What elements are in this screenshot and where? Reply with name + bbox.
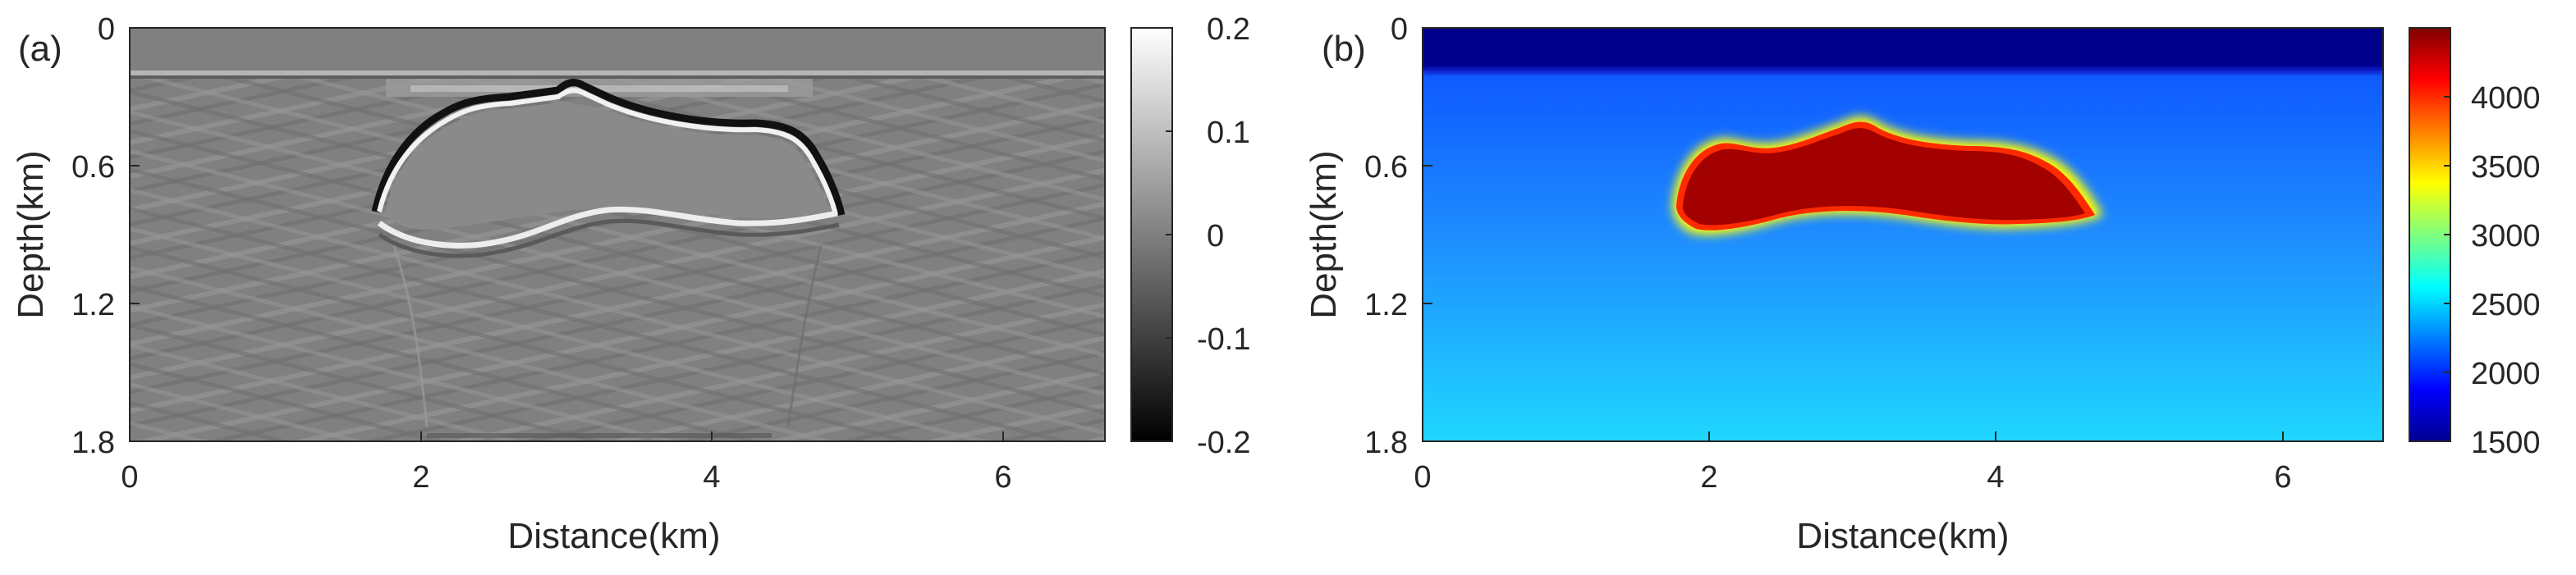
panel-b-colorbar: 4000 3500 3000 2500 2000 1500: [2409, 27, 2541, 460]
panel-b-xtick-label: 6: [2274, 460, 2291, 495]
panel-a-colorbar-tick-label: -0.1: [1197, 322, 1250, 357]
panel-b-colorbar-tick-label: 3500: [2471, 150, 2541, 185]
panel-b-colorbar-tick-label: 1500: [2471, 426, 2541, 460]
salt-body: [1672, 116, 2103, 235]
panel-a-ytick-label: 0: [98, 12, 115, 47]
panel-a-colorbar-tick-label: 0.1: [1207, 116, 1250, 150]
panel-a-colorbar-tick-label: 0.2: [1207, 12, 1250, 47]
panel-b-colorbar-tick-label: 4000: [2471, 81, 2541, 116]
panel-b-ylabel: Depth(km): [1304, 150, 1344, 318]
panel-b-colorbar-tick-label: 3000: [2471, 219, 2541, 253]
panel-b-xtick-label: 2: [1700, 460, 1717, 495]
panel-a: 0 2 4 6 0 0.6 1.2 1.8 Distance(km) Depth…: [11, 12, 1250, 556]
panel-b-xtick-label: 0: [1414, 460, 1431, 495]
panel-a-label: (a): [18, 29, 62, 69]
panel-b-xlabel: Distance(km): [1796, 516, 2009, 556]
panel-b-ticks: [1422, 27, 2284, 442]
panel-a-xtick-label: 4: [703, 460, 720, 495]
salt-bottom-reflector: [377, 206, 838, 249]
panel-a-ytick-label: 1.8: [71, 426, 115, 460]
panel-a-colorbar-tick-label: -0.2: [1197, 426, 1250, 460]
panel-b-colorbar-tick-label: 2000: [2471, 357, 2541, 391]
panel-b-plot-frame: [1422, 27, 2384, 442]
panel-a-colorbar-tick-label: 0: [1207, 219, 1224, 253]
panel-b-ytick-label: 1.2: [1364, 288, 1408, 322]
panel-a-ylabel: Depth(km): [11, 150, 51, 318]
panel-b-ytick-label: 1.8: [1364, 426, 1408, 460]
panel-a-image: [130, 28, 1105, 441]
salt-top-reflector: [371, 79, 846, 217]
panel-a-plot-frame: [129, 27, 1106, 442]
panel-a-ticks: [129, 27, 1004, 442]
panel-a-ytick-label: 0.6: [71, 150, 115, 185]
panel-b-label: (b): [1322, 29, 1366, 69]
panel-a-ytick-label: 1.2: [71, 288, 115, 322]
panel-b-colorbar-tick-label: 2500: [2471, 288, 2541, 322]
panel-a-colorbar: 0.2 0.1 0 -0.1 -0.2: [1130, 12, 1250, 460]
panel-b-image: [1423, 28, 2383, 441]
panel-b-ytick-label: 0.6: [1364, 150, 1408, 185]
panel-a-xtick-label: 0: [121, 460, 138, 495]
panel-b-ytick-label: 0: [1391, 12, 1408, 47]
panel-b: 0 2 4 6 0 0.6 1.2 1.8 Distance(km) Depth…: [1304, 12, 2541, 556]
panel-a-xtick-label: 2: [412, 460, 429, 495]
panel-b-xtick-label: 4: [1987, 460, 2004, 495]
panel-a-xlabel: Distance(km): [507, 516, 720, 556]
panel-a-xtick-label: 6: [994, 460, 1011, 495]
